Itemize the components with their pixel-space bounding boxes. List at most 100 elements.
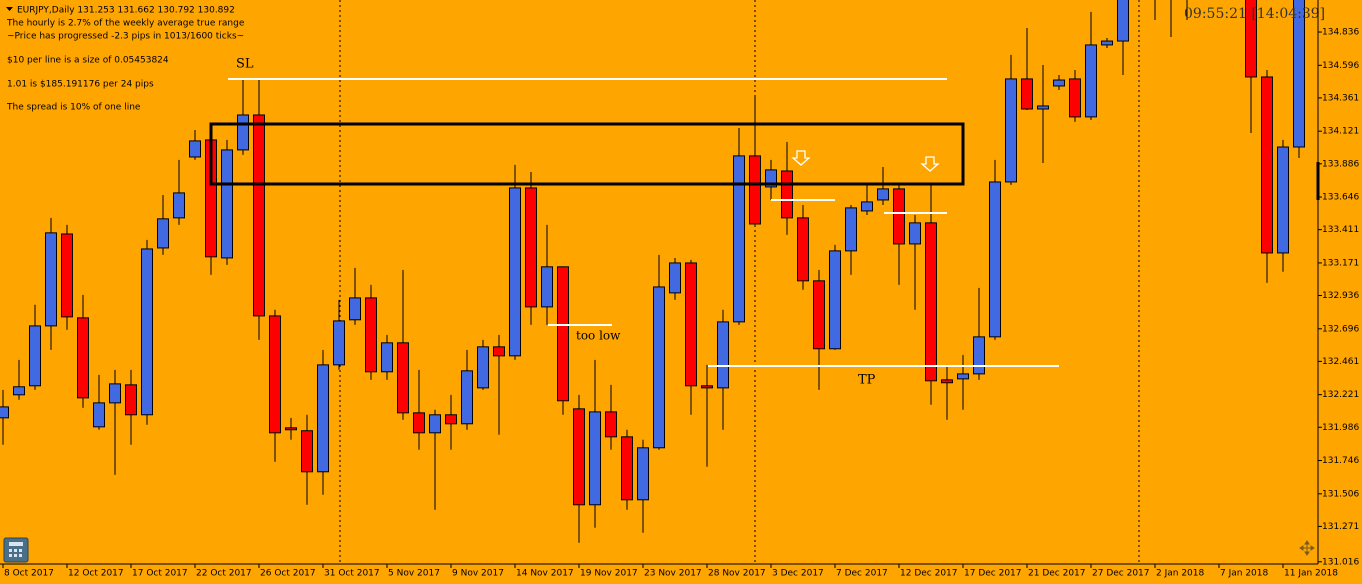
candle-body	[269, 315, 281, 434]
calculator-screen	[9, 542, 23, 546]
candle-body	[125, 384, 137, 416]
candle-body	[541, 266, 553, 308]
candle-body	[525, 187, 537, 308]
calculator-icon[interactable]	[3, 537, 29, 563]
x-tick-label: 17 Dec 2017	[964, 569, 1022, 579]
candle-body	[685, 262, 697, 387]
candle-body	[797, 217, 809, 282]
y-tick-label: 134.361	[1322, 93, 1359, 103]
down-arrow	[791, 150, 811, 166]
y-tick-label: 132.221	[1322, 390, 1359, 400]
candles	[0, 0, 1305, 543]
x-tick-label: 26 Oct 2017	[260, 569, 316, 579]
move-handle[interactable]	[1299, 540, 1315, 556]
calculator-keys	[9, 549, 22, 557]
candle-body	[189, 140, 201, 158]
candle-body	[333, 320, 345, 366]
candle-body	[221, 149, 233, 259]
candle-body	[813, 280, 825, 350]
y-tick-label: 131.016	[1322, 557, 1359, 567]
candle-body	[749, 155, 761, 225]
candle-body	[957, 373, 969, 380]
annotation: too low	[576, 329, 621, 343]
candle-body	[893, 188, 905, 245]
candle-body	[1293, 0, 1305, 148]
candle-body	[61, 233, 73, 318]
x-tick-label: 27 Dec 2017	[1092, 569, 1150, 579]
candle-body	[1005, 78, 1017, 183]
y-tick-label: 132.696	[1322, 324, 1359, 334]
candle-body	[909, 222, 921, 245]
candle-body	[941, 379, 953, 384]
y-tick-label: 132.936	[1322, 291, 1359, 301]
x-tick-label: 7 Jan 2018	[1220, 569, 1268, 579]
candle-body	[925, 222, 937, 382]
y-tick-label: 131.746	[1322, 456, 1359, 466]
y-tick-label: 133.646	[1322, 193, 1359, 203]
candle-body	[1069, 78, 1081, 118]
info-line: The hourly is 2.7% of the weekly average…	[6, 19, 245, 29]
x-tick-label: 8 Oct 2017	[4, 569, 54, 579]
menu-triangle	[6, 7, 13, 11]
x-tick-label: 2 Jan 2018	[1156, 569, 1204, 579]
candle-body	[1261, 76, 1273, 254]
candle-body	[829, 250, 841, 350]
candle-body	[253, 114, 265, 317]
separators	[339, 0, 1140, 564]
y-tick-label: 132.461	[1322, 357, 1359, 367]
candle-body	[877, 188, 889, 201]
candle-body	[781, 170, 793, 219]
candle-body	[989, 181, 1001, 338]
y-tick-label: 131.986	[1322, 423, 1359, 433]
candle-body	[717, 321, 729, 389]
y-tick-label: 133.171	[1322, 258, 1359, 268]
y-tick-label: 134.836	[1322, 28, 1359, 38]
x-tick-label: 28 Nov 2017	[708, 569, 766, 579]
candle-body	[621, 436, 633, 501]
y-tick-label: 133.411	[1322, 225, 1359, 235]
candle-body	[429, 414, 441, 434]
y-tick-label: 134.596	[1322, 61, 1359, 71]
candle-body	[45, 232, 57, 327]
candle-body	[765, 169, 777, 188]
candle-body	[1101, 40, 1113, 46]
info-panel: EURJPY,Daily 131.253 131.662 130.792 130…	[6, 6, 245, 113]
candle-body	[557, 266, 569, 402]
candle-body	[157, 218, 169, 249]
candle-body	[973, 336, 985, 375]
x-tick-label: 7 Dec 2017	[836, 569, 888, 579]
candle-body	[285, 427, 297, 431]
candle-body	[653, 286, 665, 449]
x-tick-label: 22 Oct 2017	[196, 569, 252, 579]
clock: 09:55:21 [14:04:39]	[1184, 6, 1325, 22]
candle-body	[1037, 105, 1049, 110]
candle-body	[493, 346, 505, 357]
x-tick-label: 3 Dec 2017	[772, 569, 824, 579]
x-tick-label: 19 Nov 2017	[580, 569, 638, 579]
candle-body	[477, 346, 489, 389]
candle-body	[93, 402, 105, 428]
candle-body	[141, 248, 153, 416]
candle-body	[237, 114, 249, 151]
candle-body	[445, 414, 457, 425]
candle-body	[701, 385, 713, 389]
y-tick-label: 134.121	[1322, 127, 1359, 137]
y-tick-label: 133.886	[1322, 159, 1359, 169]
candle-body	[1117, 0, 1129, 42]
candle-body	[1053, 79, 1065, 87]
candle-body	[1277, 146, 1289, 254]
candle-body	[1085, 44, 1097, 118]
candle-body	[605, 411, 617, 438]
candle-body	[317, 364, 329, 473]
candle-body	[381, 342, 393, 373]
candle-body	[509, 187, 521, 357]
candle-body	[349, 297, 361, 321]
x-tick-label: 5 Nov 2017	[388, 569, 440, 579]
annotation: TP	[858, 373, 876, 388]
candle-body	[13, 386, 25, 396]
info-line: ~Price has progressed -2.3 pips in 1013/…	[7, 32, 244, 42]
candle-body	[461, 370, 473, 425]
y-tick-label: 131.271	[1322, 522, 1359, 532]
